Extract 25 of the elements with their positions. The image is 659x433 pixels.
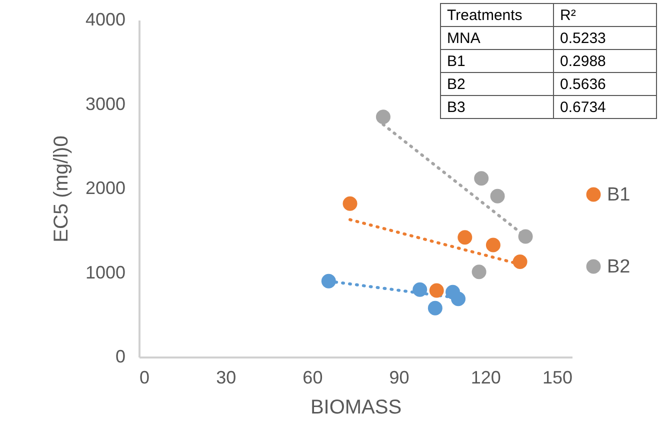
annotation: Treatments xyxy=(440,4,554,26)
legend-label: B1 xyxy=(607,184,630,206)
y-tick-label: 3000 xyxy=(85,94,126,114)
y-axis-title: EC5 (mg/l)0 xyxy=(50,136,72,242)
legend-label: B2 xyxy=(607,256,630,278)
annotation: 0.6734 xyxy=(554,96,656,118)
x-tick-label: 0 xyxy=(140,368,150,388)
x-tick-label: 150 xyxy=(542,368,572,388)
x-tick-label: 120 xyxy=(470,368,501,388)
y-tick-label: 2000 xyxy=(85,178,126,198)
annotation: 0.2988 xyxy=(554,50,656,72)
x-tick-label: 90 xyxy=(389,368,410,388)
annotation: B1 xyxy=(440,50,554,72)
annotation: R² xyxy=(554,4,656,26)
annotation: 0.5233 xyxy=(554,26,656,50)
x-axis-title: BIOMASS xyxy=(310,396,402,418)
y-tick-label: 0 xyxy=(115,346,126,366)
annotation: 0.5636 xyxy=(554,72,656,96)
y-tick-label: 1000 xyxy=(85,262,126,282)
y-tick-label: 4000 xyxy=(85,10,126,30)
x-tick-label: 30 xyxy=(216,368,236,388)
annotation: B3 xyxy=(440,96,554,118)
annotation: B2 xyxy=(440,72,554,96)
annotation: MNA xyxy=(440,26,554,50)
x-tick-label: 60 xyxy=(302,368,323,388)
